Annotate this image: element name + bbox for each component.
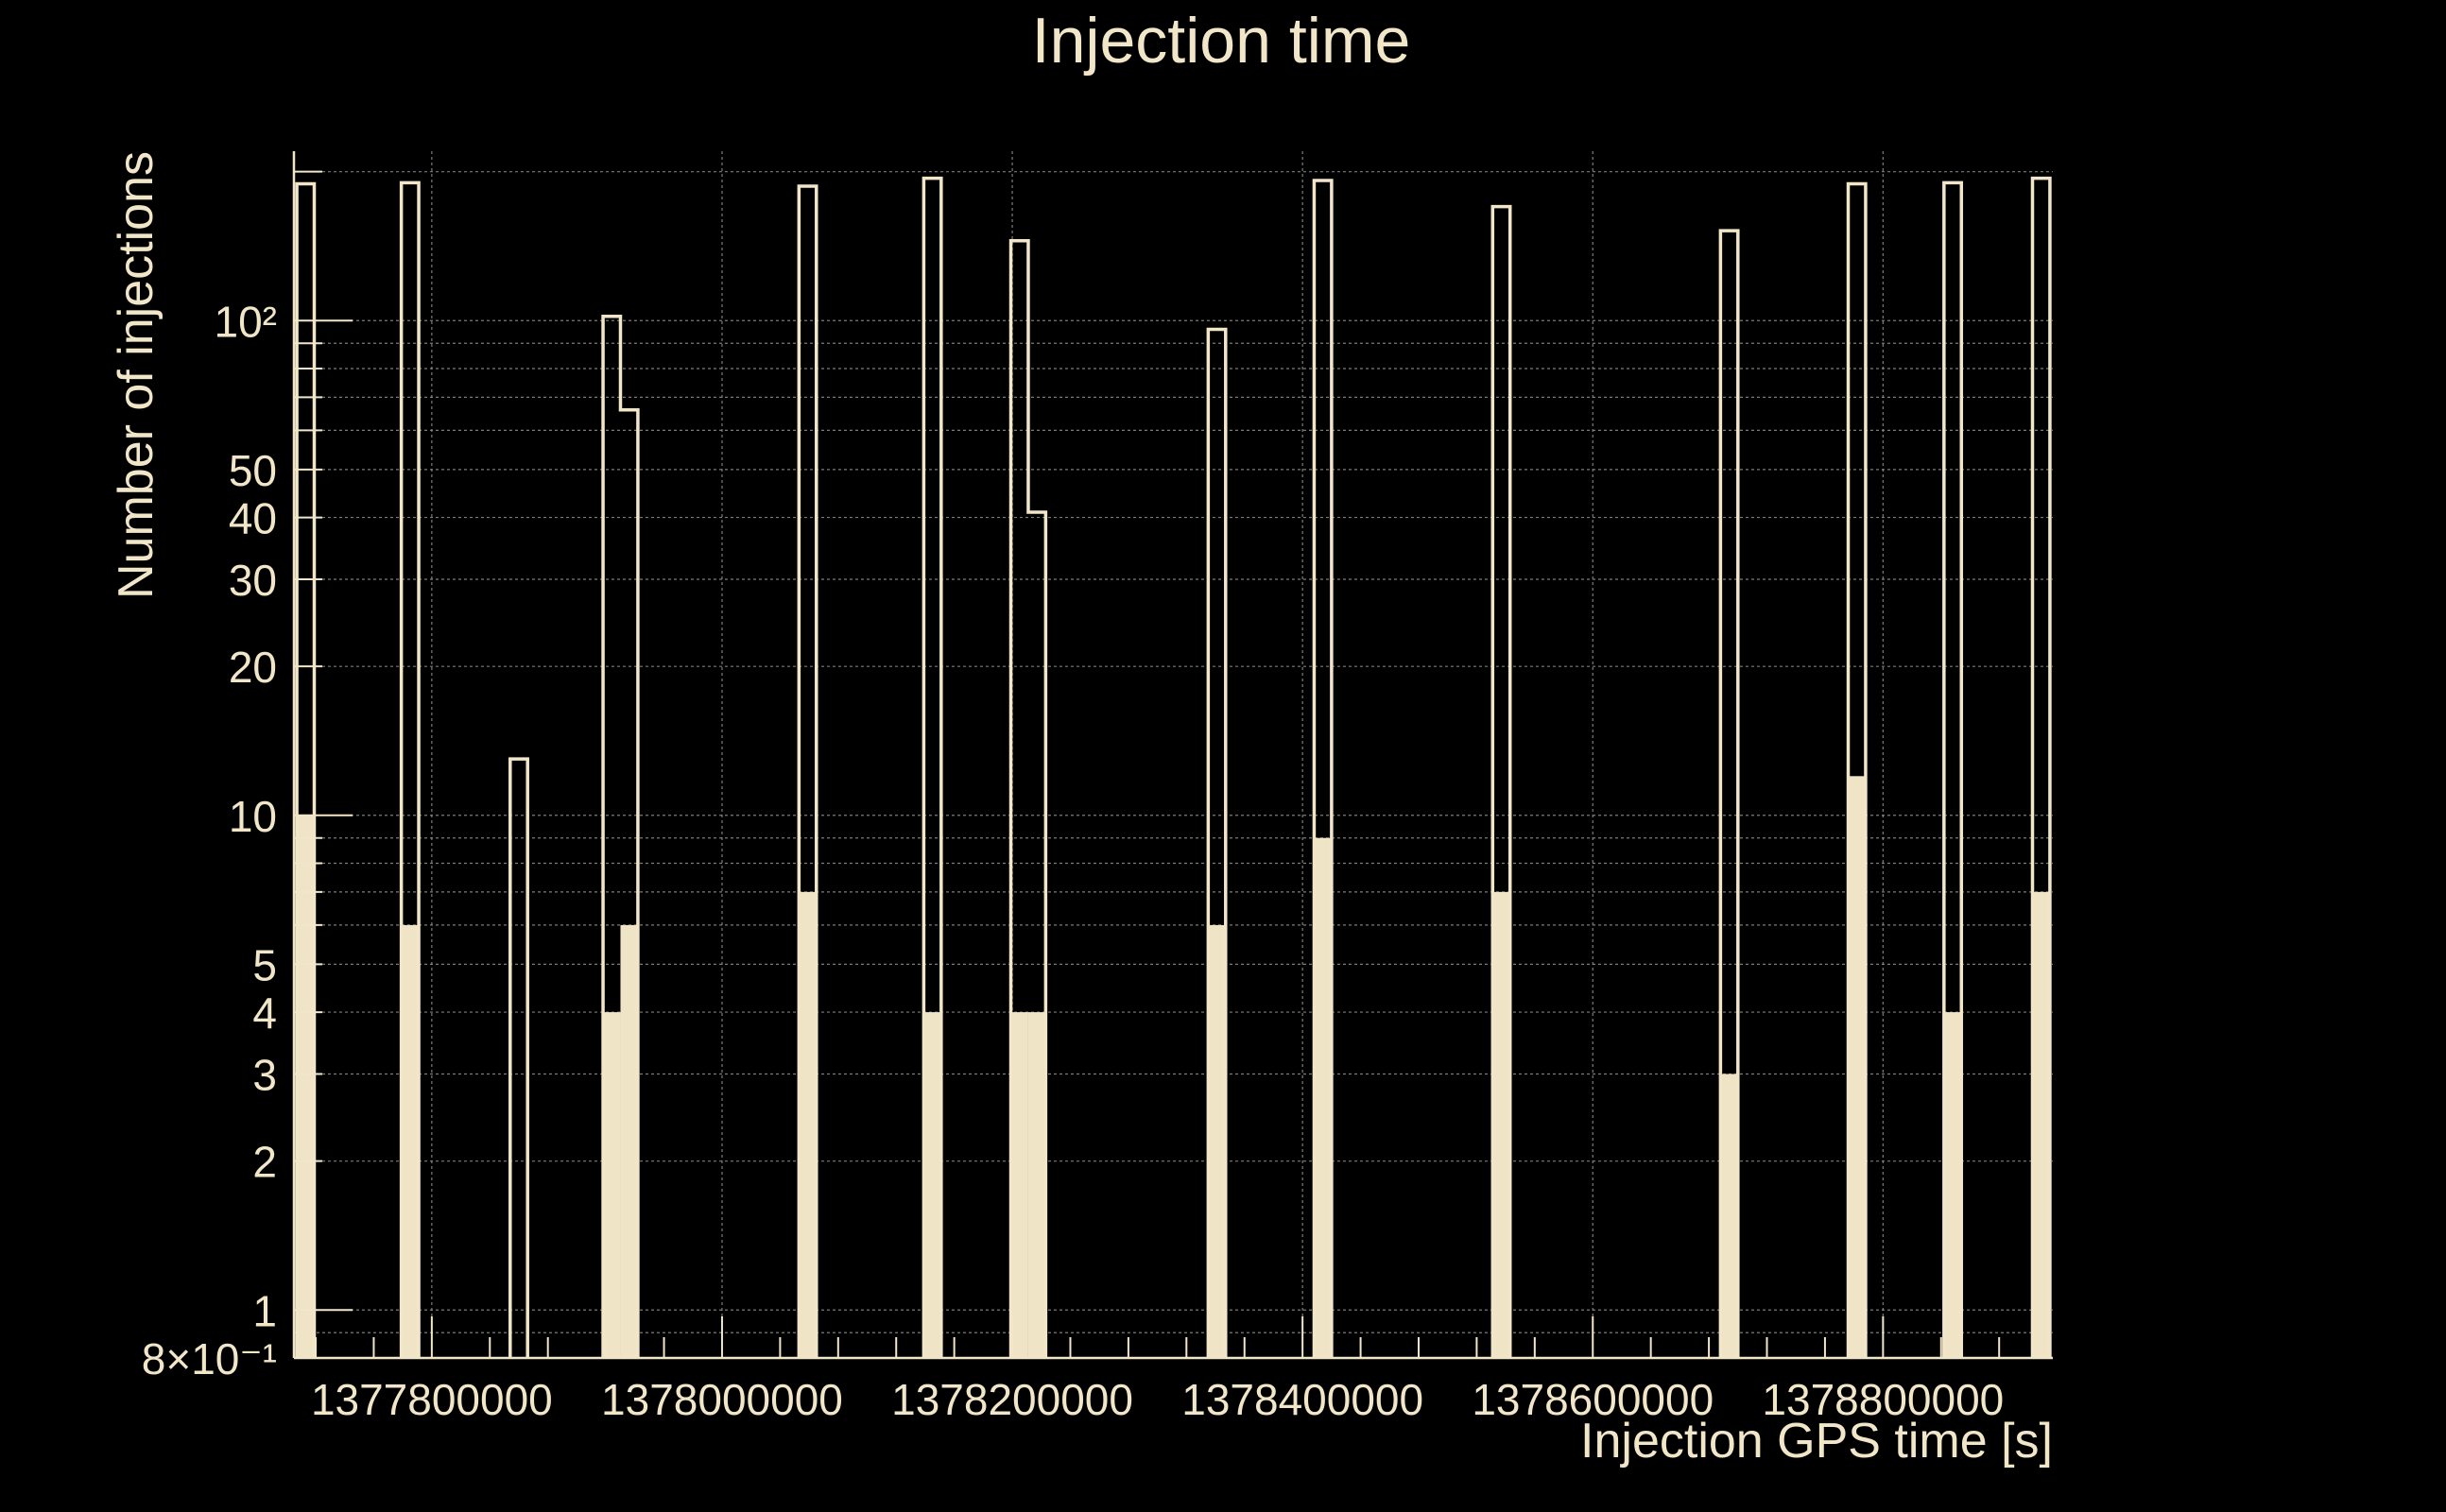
y-tick-label: 5 (252, 940, 277, 989)
outline-bar (1008, 239, 1048, 1358)
x-tick-label: 1378000000 (601, 1375, 843, 1424)
outline-bar (508, 757, 529, 1358)
outline-bar (1942, 180, 1964, 1358)
filled-bar (297, 815, 315, 1358)
x-tick-labels: 1377800000 1378000000 1378200000 1378400000… (311, 1375, 2004, 1424)
filled-bar (1314, 837, 1332, 1358)
outline-bar (1846, 181, 1868, 1358)
y-tick-label: 3 (252, 1050, 277, 1099)
outline-bar (1490, 204, 1512, 1358)
x-tick-label: 1377800000 (311, 1375, 553, 1424)
y-tick-label: 4 (252, 988, 277, 1038)
filled-bar (1943, 1012, 1962, 1358)
outline-bar (1718, 229, 1740, 1358)
filled-bar (1492, 891, 1510, 1358)
outline-bar (2030, 176, 2052, 1358)
filled-bar (1720, 1074, 1738, 1358)
filled-bar (2032, 891, 2050, 1358)
y-tick-label: 2 (252, 1138, 277, 1187)
y-tick-label: 10² (215, 297, 277, 346)
y-tick-label: 20 (229, 643, 277, 692)
filled-bar (603, 1012, 621, 1358)
filled-bar (620, 924, 638, 1358)
outline-bar (601, 315, 640, 1358)
grid-lines (294, 151, 2053, 1358)
filled-bar (1010, 1012, 1028, 1358)
y-tick-label: 8×10⁻¹ (142, 1334, 277, 1383)
outline-bar (922, 176, 943, 1358)
y-tick-label: 30 (229, 556, 277, 605)
filled-bar (401, 924, 420, 1358)
outline-bar (295, 181, 317, 1358)
x-tick-label: 1378200000 (891, 1375, 1133, 1424)
y-tick-label: 1 (252, 1286, 277, 1335)
x-axis-label: Injection GPS time [s] (1580, 1414, 2053, 1469)
outline-bar (1312, 179, 1334, 1358)
outline-bar (399, 180, 421, 1358)
x-tick-label: 1378600000 (1472, 1375, 1714, 1424)
filled-bar (799, 891, 817, 1358)
filled-bar (1027, 1012, 1046, 1358)
axes (292, 151, 2053, 1360)
y-tick-label: 10 (229, 792, 277, 841)
y-tick-label: 50 (229, 446, 277, 495)
x-tick-label: 1378400000 (1181, 1375, 1423, 1424)
chart-title: Injection time (1032, 5, 1411, 77)
filled-bar (1208, 924, 1226, 1358)
filled-series (297, 776, 2050, 1358)
filled-bar (923, 1012, 941, 1358)
outline-bar (1206, 327, 1228, 1358)
outline-series (295, 176, 2052, 1358)
outline-bar (797, 184, 818, 1358)
filled-bar (1848, 776, 1866, 1358)
y-axis-label: Number of injections (109, 151, 164, 599)
x-tick-label: 1378800000 (1762, 1375, 2004, 1424)
y-tick-label: 40 (229, 494, 277, 543)
